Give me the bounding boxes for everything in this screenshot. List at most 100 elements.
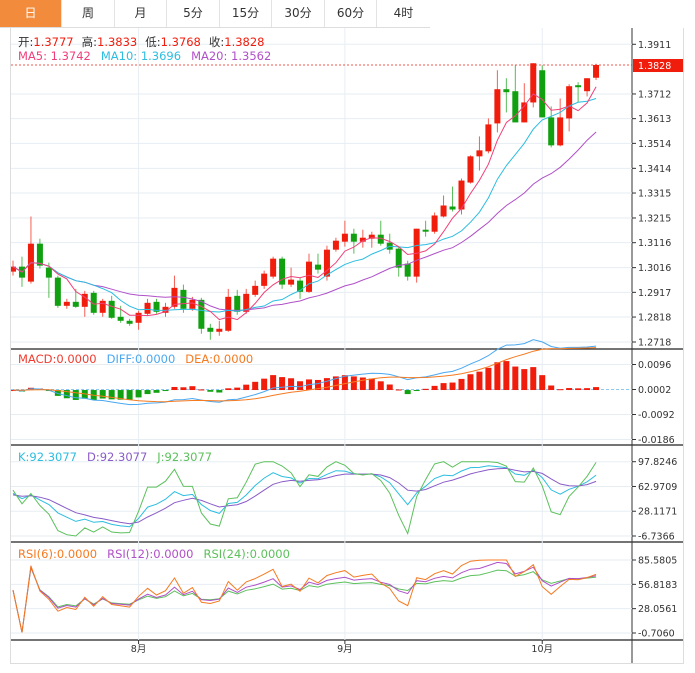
- rsi24-value: RSI(24):0.0000: [203, 547, 290, 561]
- ma20-line: [12, 131, 597, 311]
- indicator-tick-label: -6.7366: [638, 532, 675, 543]
- price-tick-label: 1.3613: [638, 114, 671, 125]
- candle-down: [422, 229, 429, 232]
- tab-30min[interactable]: 30分: [272, 0, 325, 27]
- tab-4hour[interactable]: 4时: [393, 6, 414, 20]
- high-label: 高:: [81, 35, 97, 49]
- candle-down: [207, 327, 214, 332]
- diff-value: DIFF:0.0000: [106, 352, 176, 366]
- price-tick-label: 1.3514: [638, 139, 671, 150]
- macd-bar: [521, 369, 528, 391]
- macd-bar: [422, 388, 429, 391]
- candle-up: [530, 63, 537, 103]
- indicator-tick-label: 28.1171: [638, 507, 677, 518]
- candle-up: [458, 180, 465, 210]
- price-tick-label: 1.3911: [638, 40, 671, 51]
- candle-up: [341, 233, 348, 242]
- low-value: 1.3768: [160, 35, 201, 49]
- price-tick-label: 1.2818: [638, 313, 671, 324]
- macd-value: MACD:0.0000: [18, 352, 97, 366]
- ma5-value: MA5: 1.3742: [18, 49, 91, 63]
- macd-bar: [458, 378, 465, 391]
- close-value: 1.3828: [224, 35, 265, 49]
- macd-bar: [135, 390, 142, 398]
- candle-up: [584, 78, 591, 92]
- tab-week[interactable]: 周: [62, 0, 115, 27]
- macd-bar: [395, 389, 402, 391]
- ohlc-legend: 开:1.3777 高:1.3833 低:1.3768 收:1.3828: [18, 34, 265, 50]
- d-line: [12, 467, 597, 525]
- rsi-legend: RSI(6):0.0000 RSI(12):0.0000 RSI(24):0.000…: [18, 547, 290, 561]
- dea-line: [12, 347, 597, 403]
- macd-bar: [449, 382, 456, 391]
- indicator-tick-label: 56.8183: [638, 580, 677, 591]
- candle-down: [350, 233, 357, 242]
- candle-up: [252, 285, 259, 295]
- close-label: 收:: [208, 35, 225, 49]
- macd-bar: [126, 390, 133, 400]
- macd-bar: [288, 378, 295, 391]
- macd-legend: MACD:0.0000 DIFF:0.0000 DEA:0.0000: [18, 352, 253, 366]
- candle-up: [189, 299, 196, 309]
- tab-month[interactable]: 月: [115, 0, 167, 27]
- macd-bar: [252, 381, 259, 391]
- candle-up: [323, 249, 330, 277]
- candle-down: [180, 289, 187, 309]
- macd-bar: [332, 376, 339, 391]
- macd-bar: [413, 390, 420, 392]
- macd-bar: [63, 390, 70, 399]
- macd-bar: [243, 384, 250, 391]
- candle-up: [99, 300, 106, 313]
- indicator-tick-label: 85.5805: [638, 556, 677, 567]
- high-value: 1.3833: [97, 35, 138, 49]
- candle-down: [54, 277, 61, 306]
- x-axis-label: 9月: [337, 644, 353, 655]
- price-tick-label: 1.3116: [638, 238, 671, 249]
- macd-bar: [341, 375, 348, 391]
- candle-up: [440, 205, 447, 217]
- candle-up: [306, 261, 313, 292]
- candle-up: [413, 228, 420, 277]
- period-tabs: 日 周 月 5分 15分 30分 60分 4时: [0, 0, 430, 28]
- candle-down: [198, 299, 205, 329]
- candle-up: [368, 234, 375, 239]
- macd-bar: [485, 367, 492, 391]
- candle-down: [108, 300, 115, 318]
- candle-up: [431, 215, 438, 232]
- macd-bar: [99, 390, 106, 399]
- candle-down: [45, 267, 52, 278]
- candle-down: [404, 263, 411, 277]
- macd-bar: [377, 381, 384, 391]
- k-value: K:92.3077: [18, 450, 77, 464]
- tab-15min[interactable]: 15分: [220, 0, 272, 27]
- macd-bar: [584, 388, 591, 391]
- ma10-line: [12, 98, 597, 313]
- tab-60min[interactable]: 60分: [325, 0, 377, 27]
- price-tick-label: 1.2917: [638, 288, 671, 299]
- tab-day[interactable]: 日: [0, 0, 62, 27]
- macd-bar: [117, 390, 124, 400]
- candle-down: [539, 70, 546, 118]
- indicator-tick-label: 0.0002: [638, 385, 671, 396]
- macd-bar: [323, 378, 330, 391]
- macd-bar: [162, 390, 169, 392]
- candle-down: [36, 243, 43, 266]
- candle-up: [171, 287, 178, 307]
- candle-up: [494, 89, 501, 124]
- macd-bar: [261, 378, 268, 391]
- indicator-tick-label: -0.0092: [638, 410, 675, 421]
- macd-bar: [279, 377, 286, 391]
- dea-value: DEA:0.0000: [185, 352, 254, 366]
- tab-5min[interactable]: 5分: [167, 0, 220, 27]
- price-tick-label: 1.3016: [638, 263, 671, 274]
- price-tick-label: 1.3215: [638, 213, 671, 224]
- candle-down: [512, 91, 519, 123]
- candle-down: [72, 301, 79, 307]
- macd-bar: [593, 387, 600, 391]
- macd-bar: [234, 387, 241, 391]
- low-label: 低:: [145, 35, 161, 49]
- x-axis-label: 10月: [531, 644, 553, 655]
- macd-bar: [404, 390, 411, 395]
- candle-up: [566, 86, 573, 119]
